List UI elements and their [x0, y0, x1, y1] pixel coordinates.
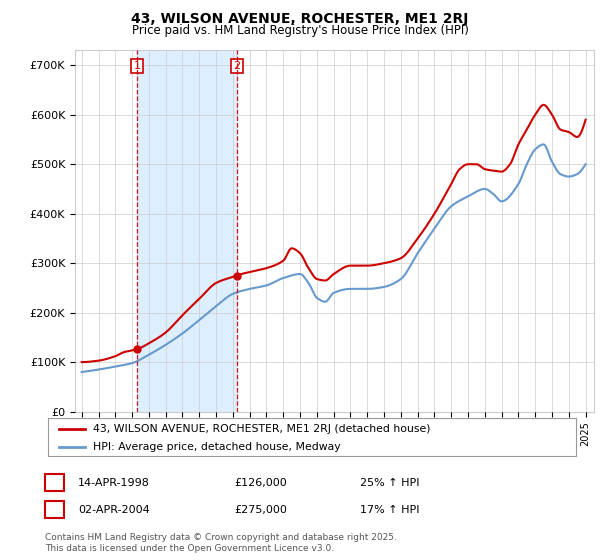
Text: 02-APR-2004: 02-APR-2004	[78, 505, 150, 515]
Text: HPI: Average price, detached house, Medway: HPI: Average price, detached house, Medw…	[93, 442, 341, 452]
Text: Contains HM Land Registry data © Crown copyright and database right 2025.
This d: Contains HM Land Registry data © Crown c…	[45, 533, 397, 553]
Text: 43, WILSON AVENUE, ROCHESTER, ME1 2RJ (detached house): 43, WILSON AVENUE, ROCHESTER, ME1 2RJ (d…	[93, 424, 430, 434]
Text: 2: 2	[51, 505, 58, 515]
Text: 25% ↑ HPI: 25% ↑ HPI	[360, 478, 419, 488]
Text: 1: 1	[51, 478, 58, 488]
Text: Price paid vs. HM Land Registry's House Price Index (HPI): Price paid vs. HM Land Registry's House …	[131, 24, 469, 37]
Text: £275,000: £275,000	[234, 505, 287, 515]
Text: 2: 2	[233, 61, 241, 71]
Text: 17% ↑ HPI: 17% ↑ HPI	[360, 505, 419, 515]
Text: £126,000: £126,000	[234, 478, 287, 488]
Text: 1: 1	[133, 61, 140, 71]
Text: 43, WILSON AVENUE, ROCHESTER, ME1 2RJ: 43, WILSON AVENUE, ROCHESTER, ME1 2RJ	[131, 12, 469, 26]
Bar	[137, 50, 237, 412]
Text: 14-APR-1998: 14-APR-1998	[78, 478, 150, 488]
